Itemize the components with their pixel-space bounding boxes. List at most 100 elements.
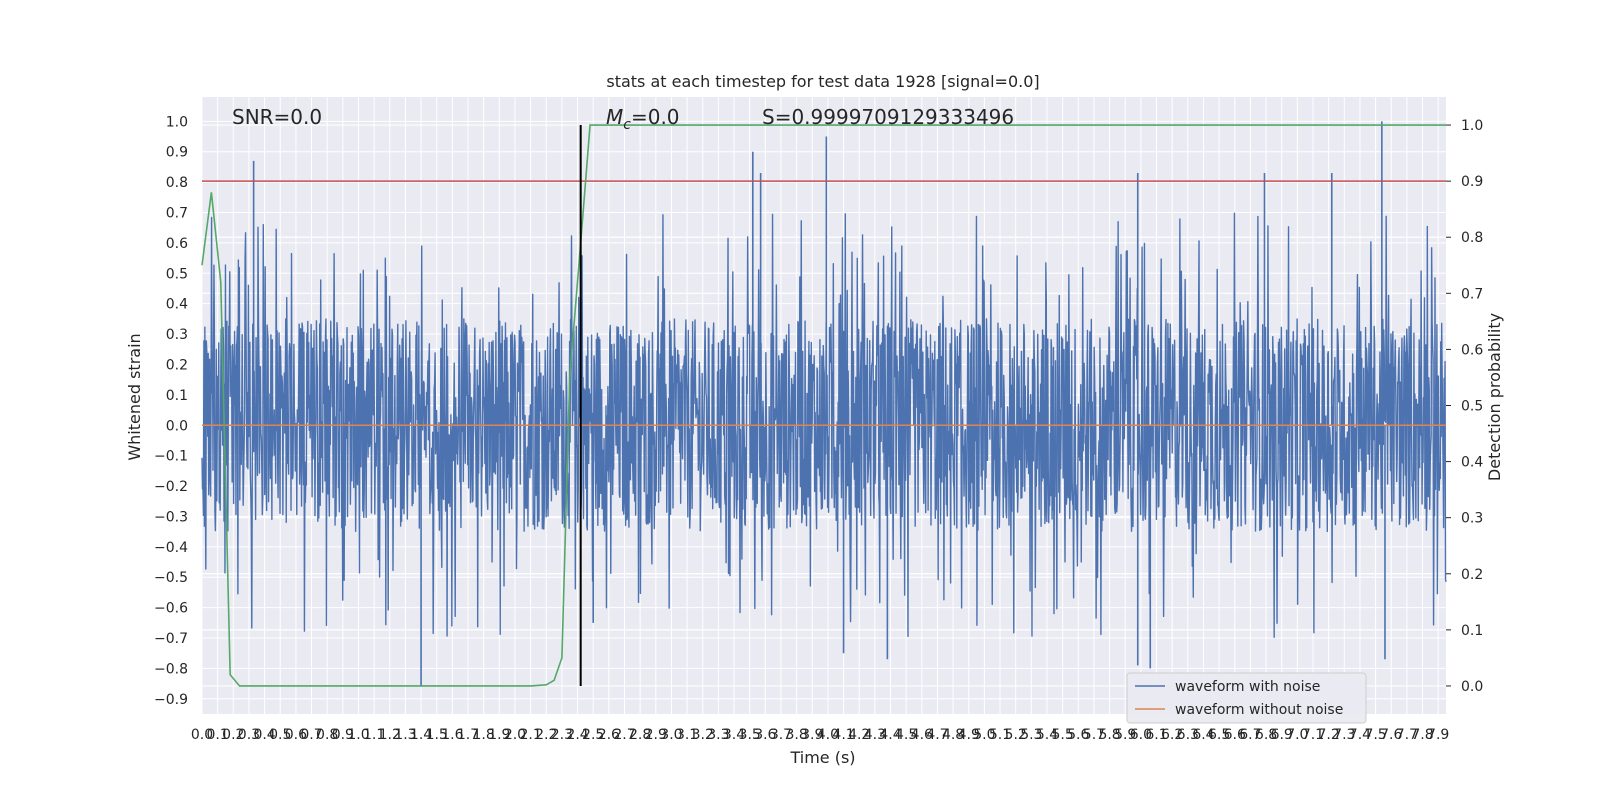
x-tick-label: 5.8: [1098, 727, 1120, 743]
y-axis-label: Whitened strain: [125, 333, 144, 460]
x-tick-label: 6.7: [1239, 727, 1261, 743]
x-tick-label: 2.2: [535, 727, 557, 743]
x-tick-label: 3.0: [660, 727, 682, 743]
y2-tick-label: 0.4: [1461, 455, 1483, 471]
x-tick-label: 2.8: [629, 727, 651, 743]
x-tick-label: 7.5: [1364, 727, 1386, 743]
y2-tick-label: 1.0: [1461, 118, 1483, 134]
x-tick-label: 5.2: [1005, 727, 1027, 743]
x-tick-label: 0.1: [207, 727, 229, 743]
x-tick-label: 2.3: [551, 727, 573, 743]
y-tick-label: 0.3: [166, 327, 188, 343]
x-tick-label: 4.7: [926, 727, 948, 743]
y2-tick-label: 0.2: [1461, 567, 1483, 583]
x-tick-label: 1.1: [363, 727, 385, 743]
x-tick-label: 6.9: [1271, 727, 1293, 743]
x-tick-label: 7.8: [1411, 727, 1433, 743]
y-tick-label: −0.5: [154, 570, 188, 586]
y2-tick-label: 0.8: [1461, 230, 1483, 246]
y-tick-label: 0.5: [166, 266, 188, 282]
x-tick-label: 6.0: [1130, 727, 1152, 743]
x-tick-label: 7.6: [1380, 727, 1402, 743]
legend-box: [1126, 672, 1367, 724]
x-tick-label: 5.9: [1114, 727, 1136, 743]
mc-symbol: M: [606, 105, 623, 129]
x-tick-label: 3.5: [739, 727, 761, 743]
x-tick-label: 3.9: [801, 727, 823, 743]
y-tick-label: 0.0: [166, 418, 188, 434]
x-tick-label: 0.4: [253, 727, 275, 743]
series-lines: [201, 124, 1446, 687]
x-tick-label: 4.6: [911, 727, 933, 743]
x-tick-label: 2.1: [519, 727, 541, 743]
y2-tick-label: 0.1: [1461, 623, 1483, 639]
x-tick-label: 4.5: [895, 727, 917, 743]
y-tick-label: −0.8: [154, 661, 188, 677]
y2-tick-label: 0.6: [1461, 342, 1483, 358]
snr-annotation: SNR=0.0: [232, 105, 322, 129]
x-tick-label: 2.5: [582, 727, 604, 743]
x-tick-label: 2.7: [613, 727, 635, 743]
legend-label-noise: waveform with noise: [1175, 679, 1320, 695]
x-tick-label: 0.3: [238, 727, 260, 743]
series-detection-probability: [201, 124, 1446, 687]
x-axis: 0.00.10.20.30.40.50.60.70.80.91.01.11.21…: [191, 727, 1449, 743]
x-tick-label: 6.3: [1177, 727, 1199, 743]
mc-annotation: Mc=0.0: [606, 105, 680, 133]
x-tick-label: 5.7: [1083, 727, 1105, 743]
x-tick-label: 1.2: [379, 727, 401, 743]
x-tick-label: 5.0: [973, 727, 995, 743]
x-tick-label: 6.4: [1192, 727, 1214, 743]
y-tick-label: −0.6: [154, 601, 188, 617]
x-tick-label: 6.2: [1161, 727, 1183, 743]
y-tick-label: 0.8: [166, 175, 188, 191]
x-tick-label: 0.6: [285, 727, 307, 743]
y-axis-right: 0.0 0.1 0.2 0.3 0.4 0.5 0.6 0.7 0.8 0.9 1.0: [1446, 118, 1483, 695]
y-tick-label: 1.0: [166, 114, 188, 130]
x-tick-label: 6.6: [1224, 727, 1246, 743]
s-annotation: S=0.9999709129333496: [762, 105, 1014, 129]
x-tick-label: 5.3: [1020, 727, 1042, 743]
x-tick-label: 7.7: [1396, 727, 1418, 743]
y2-tick-label: 0.5: [1461, 399, 1483, 415]
x-tick-label: 4.1: [832, 727, 854, 743]
x-tick-label: 6.1: [1145, 727, 1167, 743]
chart-title: stats at each timestep for test data 192…: [606, 72, 1039, 91]
x-tick-label: 6.5: [1208, 727, 1230, 743]
x-tick-label: 7.0: [1286, 727, 1308, 743]
x-tick-label: 1.0: [347, 727, 369, 743]
x-tick-label: 0.0: [191, 727, 213, 743]
x-tick-label: 5.6: [1067, 727, 1089, 743]
y2-axis-label: Detection probability: [1485, 313, 1504, 481]
y-tick-label: −0.4: [154, 540, 188, 556]
x-tick-label: 4.3: [864, 727, 886, 743]
x-tick-label: 2.9: [645, 727, 667, 743]
x-tick-label: 7.9: [1427, 727, 1449, 743]
y-tick-label: −0.9: [154, 692, 188, 708]
y-tick-label: −0.7: [154, 631, 188, 647]
x-tick-label: 1.5: [426, 727, 448, 743]
series-waveform-with-noise: [201, 121, 1447, 687]
x-tick-label: 2.6: [598, 727, 620, 743]
y2-tick-label: 0.7: [1461, 286, 1483, 302]
x-tick-label: 0.5: [269, 727, 291, 743]
noise-trace: [201, 212, 1447, 638]
y-tick-label: 0.2: [166, 357, 188, 373]
x-tick-label: 1.8: [473, 727, 495, 743]
x-tick-label: 0.2: [222, 727, 244, 743]
x-tick-label: 4.8: [942, 727, 964, 743]
x-tick-label: 7.2: [1318, 727, 1340, 743]
legend-label-clean: waveform without noise: [1175, 702, 1343, 718]
x-tick-label: 2.0: [504, 727, 526, 743]
x-tick-label: 3.3: [707, 727, 729, 743]
x-tick-label: 1.4: [410, 727, 432, 743]
y-tick-label: −0.2: [154, 479, 188, 495]
x-tick-label: 6.8: [1255, 727, 1277, 743]
x-axis-label: Time (s): [789, 748, 855, 767]
x-tick-label: 4.2: [848, 727, 870, 743]
x-tick-label: 1.6: [441, 727, 463, 743]
y-tick-label: 0.9: [166, 145, 188, 161]
y-tick-label: 0.4: [166, 297, 188, 313]
x-tick-label: 1.3: [394, 727, 416, 743]
